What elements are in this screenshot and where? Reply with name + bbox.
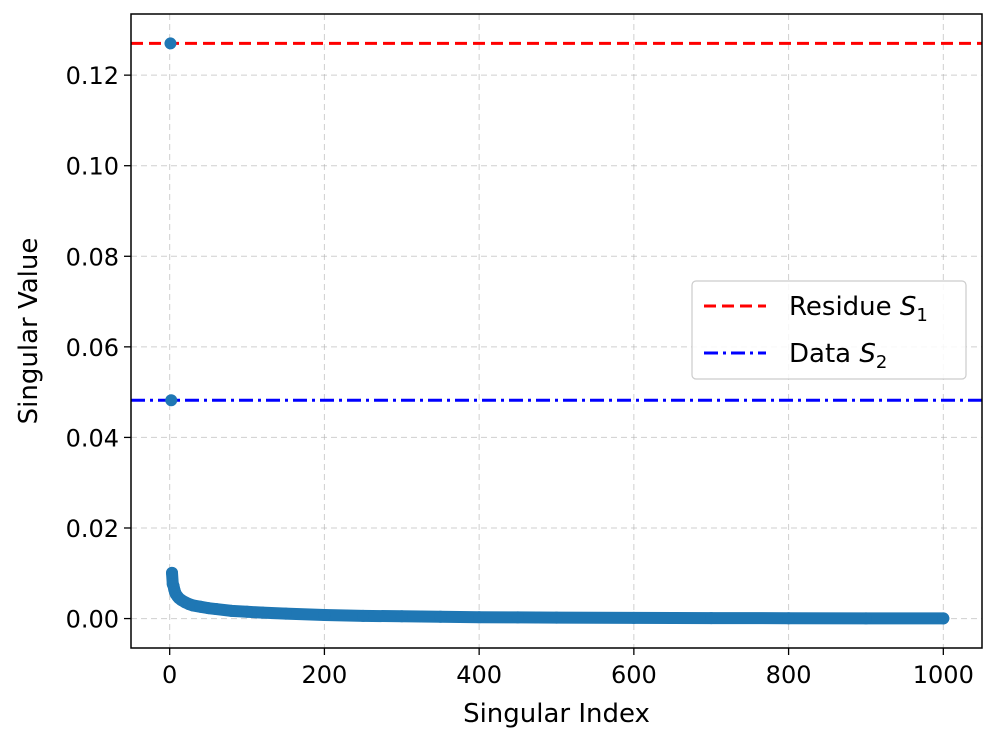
scatter-point	[241, 605, 254, 618]
x-tick-label: 800	[766, 661, 812, 689]
y-tick-label: 0.04	[66, 424, 119, 452]
scatter-point	[166, 566, 179, 579]
legend-label-residue: Residue S1	[789, 292, 928, 326]
scatter-points	[164, 37, 950, 625]
scatter-point	[859, 612, 872, 625]
legend: Residue S1 Data S2	[691, 280, 967, 380]
y-tick-label: 0.08	[66, 243, 119, 271]
scatter-point	[164, 37, 177, 50]
scatter-point	[937, 612, 950, 625]
scatter-point	[434, 610, 447, 623]
scatter-point	[357, 609, 370, 622]
scatter-point	[279, 607, 292, 620]
legend-label-data: Data S2	[789, 339, 887, 373]
scatter-point	[210, 603, 223, 616]
scatter-point	[473, 611, 486, 624]
reference-lines	[131, 41, 982, 402]
scatter-point	[256, 606, 269, 619]
y-tick-label: 0.12	[66, 62, 119, 90]
x-tick-label: 400	[456, 661, 502, 689]
scatter-point	[395, 610, 408, 623]
y-tick-label: 0.00	[66, 606, 119, 634]
x-tick-label: 0	[162, 661, 177, 689]
scatter-point	[225, 604, 238, 617]
y-axis-label: Singular Value	[14, 238, 44, 425]
scatter-point	[165, 394, 178, 407]
scatter-point	[782, 612, 795, 625]
x-tick-label: 1000	[913, 661, 974, 689]
x-tick-label: 600	[611, 661, 657, 689]
x-axis-ticks: 0 200 400 600 800 1000	[162, 648, 974, 689]
scatter-point	[627, 611, 640, 624]
scatter-point	[318, 608, 331, 621]
y-tick-label: 0.02	[66, 515, 119, 543]
x-axis-label: Singular Index	[463, 699, 650, 729]
y-axis-ticks: 0.00 0.02 0.04 0.06 0.08 0.10 0.12	[66, 62, 131, 634]
y-tick-label: 0.10	[66, 153, 119, 181]
scatter-point	[705, 612, 718, 625]
plot-frame	[130, 13, 983, 649]
scatter-point	[511, 611, 524, 624]
y-tick-label: 0.06	[66, 334, 119, 362]
x-tick-label: 200	[302, 661, 348, 689]
scatter-point	[550, 611, 563, 624]
